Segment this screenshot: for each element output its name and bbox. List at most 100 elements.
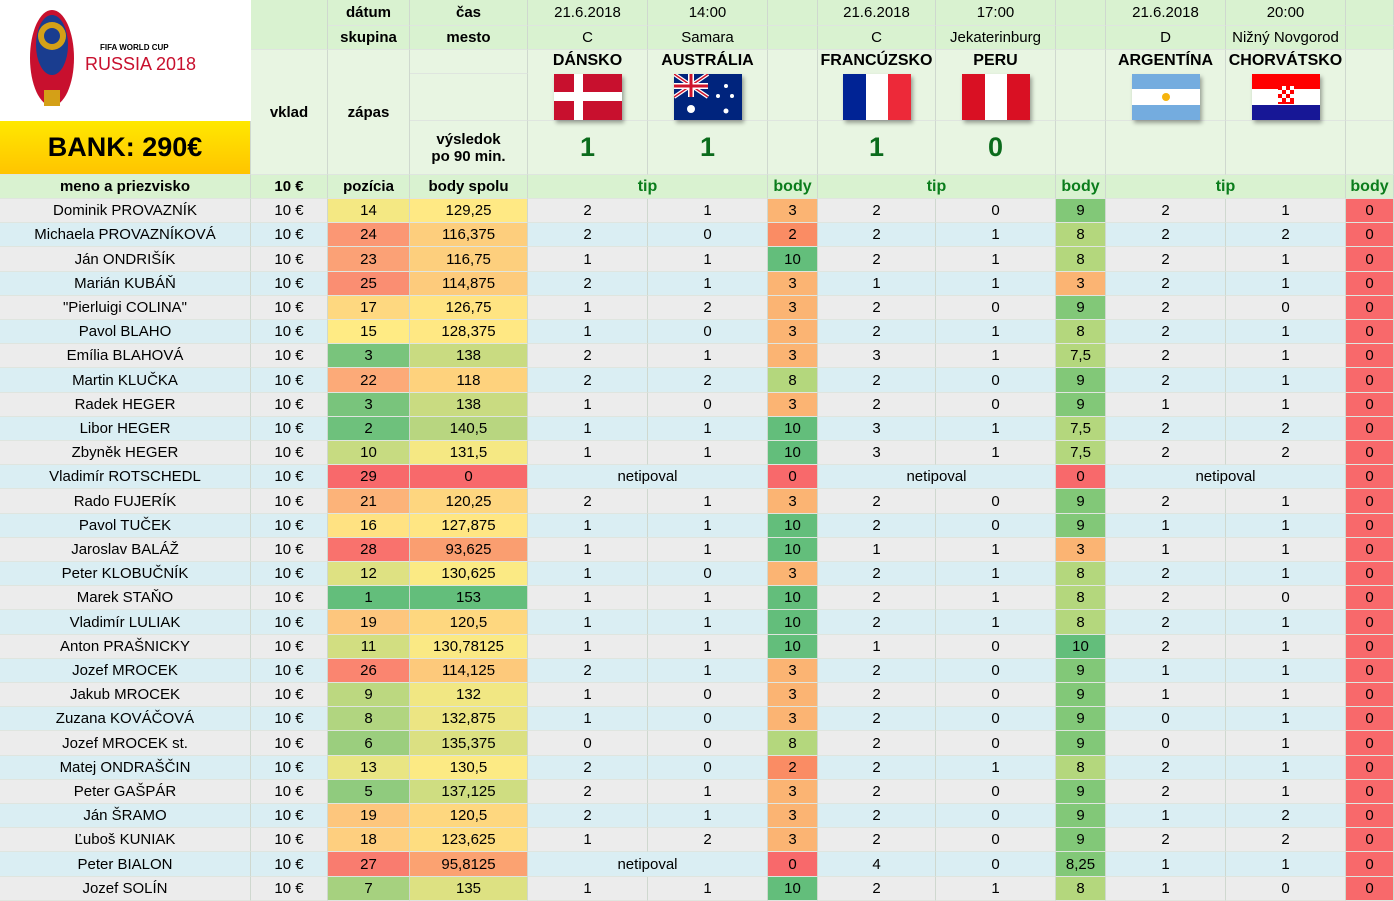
match-group: C bbox=[528, 26, 648, 50]
match-points: 9 bbox=[1056, 683, 1106, 707]
tip-home: 1 bbox=[1106, 683, 1226, 707]
player-vklad: 10 € bbox=[251, 223, 328, 247]
tip-home: 2 bbox=[1106, 489, 1226, 514]
australia-flag-icon bbox=[672, 72, 742, 120]
player-total: 118 bbox=[410, 368, 528, 393]
player-total: 140,5 bbox=[410, 417, 528, 441]
tip-away: 2 bbox=[648, 368, 768, 393]
match-points: 9 bbox=[1056, 296, 1106, 320]
tip-home: 2 bbox=[818, 199, 936, 223]
match-points: 0 bbox=[1346, 610, 1394, 635]
header-gap bbox=[1346, 121, 1394, 175]
tip-home: 1 bbox=[528, 877, 648, 901]
header-datum: dátum bbox=[328, 0, 410, 26]
tip-away: 0 bbox=[936, 514, 1056, 538]
tip-away: 1 bbox=[648, 489, 768, 514]
player-total: 114,125 bbox=[410, 659, 528, 683]
tip-home: 1 bbox=[528, 635, 648, 659]
tip-home: 1 bbox=[528, 538, 648, 562]
col-tip: tip bbox=[818, 175, 1056, 199]
tip-home: 1 bbox=[528, 514, 648, 538]
player-total: 135,375 bbox=[410, 731, 528, 756]
match-points: 0 bbox=[1346, 707, 1394, 731]
match-points: 8 bbox=[1056, 586, 1106, 610]
match-group: C bbox=[818, 26, 936, 50]
match-points: 0 bbox=[1346, 514, 1394, 538]
player-position: 24 bbox=[328, 223, 410, 247]
away-team-name: CHORVÁTSKO bbox=[1228, 52, 1343, 69]
col-vklad: 10 € bbox=[251, 175, 328, 199]
match-points: 0 bbox=[1346, 441, 1394, 465]
tip-home: 1 bbox=[528, 441, 648, 465]
match-points: 0 bbox=[1346, 828, 1394, 852]
tip-home: 2 bbox=[1106, 417, 1226, 441]
match-points: 0 bbox=[1346, 247, 1394, 272]
col-body-spolu: body spolu bbox=[410, 175, 528, 199]
player-name: Martin KLUČKA bbox=[0, 368, 251, 393]
tip-home: 2 bbox=[1106, 199, 1226, 223]
match-points: 3 bbox=[768, 393, 818, 417]
player-vklad: 10 € bbox=[251, 538, 328, 562]
match-points: 10 bbox=[768, 247, 818, 272]
player-position: 11 bbox=[328, 635, 410, 659]
player-vklad: 10 € bbox=[251, 368, 328, 393]
tip-away: 1 bbox=[648, 514, 768, 538]
tip-home: 2 bbox=[818, 586, 936, 610]
tip-home: 1 bbox=[528, 247, 648, 272]
match-points: 10 bbox=[768, 610, 818, 635]
tip-away: 1 bbox=[1226, 489, 1346, 514]
player-position: 21 bbox=[328, 489, 410, 514]
col-body: body bbox=[1056, 175, 1106, 199]
match-points: 8 bbox=[1056, 223, 1106, 247]
player-name: Anton PRAŠNICKY bbox=[0, 635, 251, 659]
france-flag-icon bbox=[843, 74, 911, 120]
match-points: 8,25 bbox=[1056, 852, 1106, 877]
match-points: 0 bbox=[1346, 489, 1394, 514]
tip-away: 0 bbox=[936, 659, 1056, 683]
tip-away: 0 bbox=[936, 828, 1056, 852]
match-points: 9 bbox=[1056, 514, 1106, 538]
match-points: 0 bbox=[1346, 683, 1394, 707]
player-total: 120,5 bbox=[410, 804, 528, 828]
player-total: 137,125 bbox=[410, 780, 528, 804]
player-total: 153 bbox=[410, 586, 528, 610]
match-points: 8 bbox=[1056, 320, 1106, 344]
tip-away: 1 bbox=[1226, 852, 1346, 877]
match-points: 0 bbox=[1346, 417, 1394, 441]
player-name: Emília BLAHOVÁ bbox=[0, 344, 251, 368]
tip-away: 1 bbox=[936, 756, 1056, 780]
away-score: 0 bbox=[936, 121, 1056, 175]
match-points: 10 bbox=[768, 877, 818, 901]
player-name: Marián KUBÁŇ bbox=[0, 272, 251, 296]
tip-home: 2 bbox=[818, 489, 936, 514]
match-points: 3 bbox=[768, 828, 818, 852]
tip-away: 1 bbox=[936, 417, 1056, 441]
tip-away: 1 bbox=[1226, 514, 1346, 538]
tip-away: 0 bbox=[1226, 877, 1346, 901]
tip-home: 2 bbox=[818, 756, 936, 780]
tip-away: 1 bbox=[1226, 368, 1346, 393]
tip-away: 1 bbox=[648, 877, 768, 901]
tip-home: 1 bbox=[528, 610, 648, 635]
tip-away: 1 bbox=[1226, 344, 1346, 368]
header-gap bbox=[768, 121, 818, 175]
tip-home: 2 bbox=[1106, 247, 1226, 272]
match-points: 3 bbox=[768, 659, 818, 683]
player-total: 95,8125 bbox=[410, 852, 528, 877]
player-vklad: 10 € bbox=[251, 877, 328, 901]
tip-home: 2 bbox=[528, 780, 648, 804]
tip-home: 2 bbox=[528, 272, 648, 296]
header-gap bbox=[768, 50, 818, 121]
tip-home: 2 bbox=[1106, 320, 1226, 344]
match-points: 10 bbox=[768, 514, 818, 538]
tip-away: 0 bbox=[936, 707, 1056, 731]
match-time: 20:00 bbox=[1226, 0, 1346, 26]
match-points: 0 bbox=[1346, 635, 1394, 659]
home-score bbox=[1106, 121, 1226, 175]
match-points: 8 bbox=[768, 368, 818, 393]
match-points: 8 bbox=[1056, 877, 1106, 901]
player-position: 22 bbox=[328, 368, 410, 393]
tip-home: 1 bbox=[528, 296, 648, 320]
player-vklad: 10 € bbox=[251, 320, 328, 344]
tip-home: 2 bbox=[818, 731, 936, 756]
